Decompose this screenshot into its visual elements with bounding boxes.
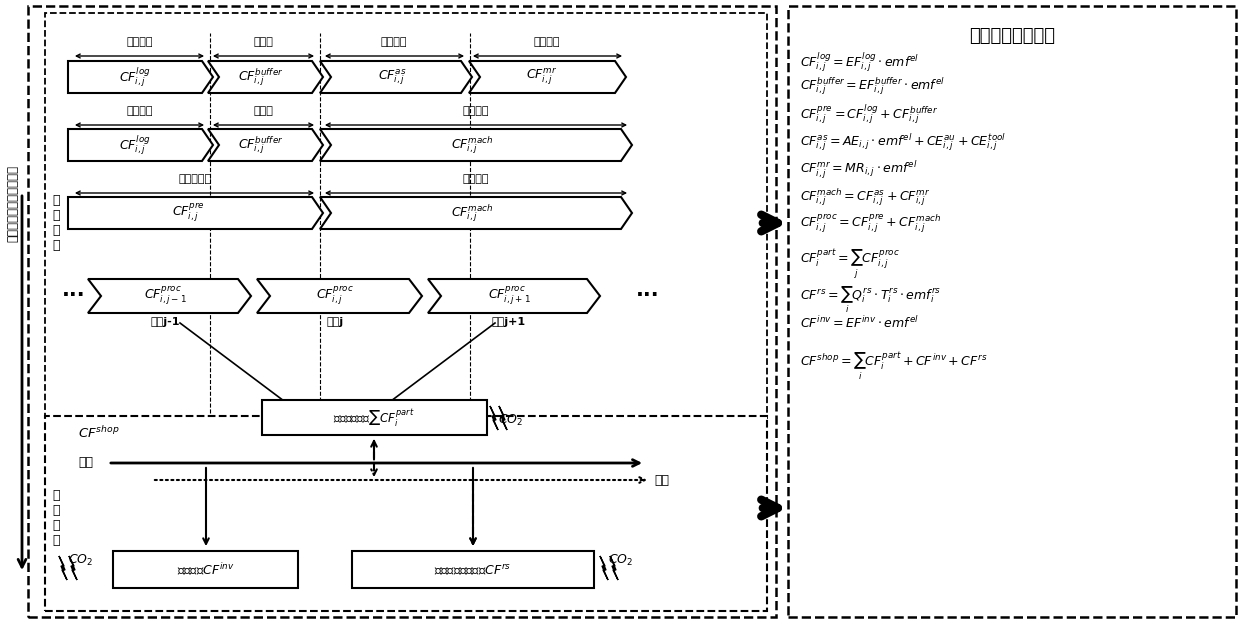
Polygon shape (320, 129, 632, 161)
Polygon shape (60, 556, 67, 580)
Polygon shape (498, 406, 507, 430)
Text: $CF_{i,j}^{mach} = CF_{i,j}^{as} + CF_{i,j}^{mr}$: $CF_{i,j}^{mach} = CF_{i,j}^{as} + CF_{i… (800, 187, 930, 209)
Text: 加工前准备: 加工前准备 (179, 174, 212, 184)
Text: $CO_2$: $CO_2$ (498, 412, 523, 427)
Text: 车间库存$CF^{inv}$: 车间库存$CF^{inv}$ (177, 562, 234, 578)
Text: 加工过程: 加工过程 (463, 106, 490, 116)
Text: $CF_{i,j-1}^{proc}$: $CF_{i,j-1}^{proc}$ (144, 285, 186, 307)
Text: $CF_{i,j}^{mr}$: $CF_{i,j}^{mr}$ (526, 67, 558, 87)
Bar (262, 400, 487, 435)
Text: $CF_{i,j}^{log} = EF_{i,j}^{log} \cdot emf^{el}$: $CF_{i,j}^{log} = EF_{i,j}^{log} \cdot e… (800, 50, 919, 74)
Text: 物流过程: 物流过程 (126, 106, 154, 116)
Text: $CO_2$: $CO_2$ (608, 553, 634, 568)
Polygon shape (428, 279, 600, 313)
Text: 缓存区: 缓存区 (253, 37, 273, 47)
Text: 能源: 能源 (78, 457, 93, 470)
Polygon shape (88, 279, 250, 313)
Text: $CF_{i,j}^{mr} = MR_{i,j} \cdot emf^{el}$: $CF_{i,j}^{mr} = MR_{i,j} \cdot emf^{el}… (800, 160, 918, 181)
Text: 制
造
车
间: 制 造 车 间 (52, 489, 60, 547)
Text: $CF_{i,j}^{buffer} = EF_{i,j}^{buffer} \cdot emf^{el}$: $CF_{i,j}^{buffer} = EF_{i,j}^{buffer} \… (800, 76, 945, 97)
Polygon shape (208, 61, 322, 93)
Polygon shape (68, 129, 213, 161)
Text: $CF_{i,j}^{pre}$: $CF_{i,j}^{pre}$ (171, 202, 205, 224)
Text: $CF_{i,j}^{as} = AE_{i,j} \cdot emf^{el} + CE_{i,j}^{au} + CE_{i,j}^{tool}$: $CF_{i,j}^{as} = AE_{i,j} \cdot emf^{el}… (800, 132, 1006, 153)
Text: 废料: 废料 (653, 473, 670, 487)
Text: $CF_{i,j}^{buffer}$: $CF_{i,j}^{buffer}$ (238, 66, 284, 88)
Text: $CF^{shop} = \sum_i CF_i^{part} + CF^{inv} + CF^{rs}$: $CF^{shop} = \sum_i CF_i^{part} + CF^{in… (800, 351, 987, 382)
Text: $CF_{i,j}^{buffer}$: $CF_{i,j}^{buffer}$ (238, 135, 284, 156)
Polygon shape (610, 556, 618, 580)
Text: 零
件
加
工: 零 件 加 工 (52, 194, 60, 252)
Text: 碳排放评估粒度由高到低: 碳排放评估粒度由高到低 (6, 164, 20, 242)
Text: ···: ··· (636, 285, 660, 305)
Text: 物流过程: 物流过程 (126, 37, 154, 47)
Text: 加工过程: 加工过程 (463, 174, 490, 184)
Bar (45, 416, 768, 611)
Text: 辅助设备耗能工质$CF^{rs}$: 辅助设备耗能工质$CF^{rs}$ (434, 563, 512, 578)
Polygon shape (490, 406, 498, 430)
Text: ···: ··· (62, 285, 86, 305)
Polygon shape (69, 556, 77, 580)
Polygon shape (68, 197, 322, 229)
Text: 辅助过程: 辅助过程 (381, 37, 407, 47)
Text: $CF_{i,j+1}^{proc}$: $CF_{i,j+1}^{proc}$ (487, 285, 531, 307)
Text: $CF^{shop}$: $CF^{shop}$ (78, 425, 119, 441)
Text: $CF_{i,j}^{proc} = CF_{i,j}^{pre} + CF_{i,j}^{mach}$: $CF_{i,j}^{proc} = CF_{i,j}^{pre} + CF_{… (800, 213, 941, 235)
Text: 工序j+1: 工序j+1 (492, 317, 526, 327)
Text: $CF_{i,j}^{mach}$: $CF_{i,j}^{mach}$ (451, 135, 494, 156)
Polygon shape (600, 556, 608, 580)
Bar (352, 551, 594, 588)
Text: $CF_{i,j}^{pre} = CF_{i,j}^{log} + CF_{i,j}^{buffer}$: $CF_{i,j}^{pre} = CF_{i,j}^{log} + CF_{i… (800, 102, 939, 126)
Polygon shape (469, 61, 626, 93)
Bar (787, 6, 1236, 617)
Text: $CF_{i,j}^{proc}$: $CF_{i,j}^{proc}$ (316, 285, 353, 307)
Polygon shape (320, 61, 472, 93)
Text: $CF_{i,j}^{log}$: $CF_{i,j}^{log}$ (119, 133, 151, 157)
Text: 切削过程: 切削过程 (533, 37, 560, 47)
Bar (45, 13, 768, 418)
Bar (29, 6, 776, 617)
Text: $CF_{i,j}^{as}$: $CF_{i,j}^{as}$ (378, 67, 407, 87)
Text: $CF_{i,j}^{mach}$: $CF_{i,j}^{mach}$ (451, 202, 494, 224)
Text: $CF_{i,j}^{log}$: $CF_{i,j}^{log}$ (119, 65, 151, 89)
Text: 零件加工过程$\sum CF_i^{part}$: 零件加工过程$\sum CF_i^{part}$ (334, 407, 415, 429)
Text: $CF_i^{part} = \sum_j CF_{i,j}^{proc}$: $CF_i^{part} = \sum_j CF_{i,j}^{proc}$ (800, 248, 900, 281)
Polygon shape (208, 129, 322, 161)
Text: 缓存区: 缓存区 (253, 106, 273, 116)
Text: 各部分碳排放计算: 各部分碳排放计算 (968, 27, 1055, 45)
Text: 工序j-1: 工序j-1 (150, 317, 180, 327)
Text: 工序j: 工序j (326, 317, 343, 327)
Polygon shape (320, 197, 632, 229)
Text: $CO_2$: $CO_2$ (68, 553, 93, 568)
Polygon shape (68, 61, 213, 93)
Text: $CF^{rs} = \sum_i Q_i^{rs} \cdot T_i^{rs} \cdot emf_i^{rs}$: $CF^{rs} = \sum_i Q_i^{rs} \cdot T_i^{rs… (800, 285, 941, 315)
Bar (113, 551, 298, 588)
Text: $CF^{inv} = EF^{inv} \cdot emf^{el}$: $CF^{inv} = EF^{inv} \cdot emf^{el}$ (800, 315, 919, 331)
Polygon shape (257, 279, 422, 313)
